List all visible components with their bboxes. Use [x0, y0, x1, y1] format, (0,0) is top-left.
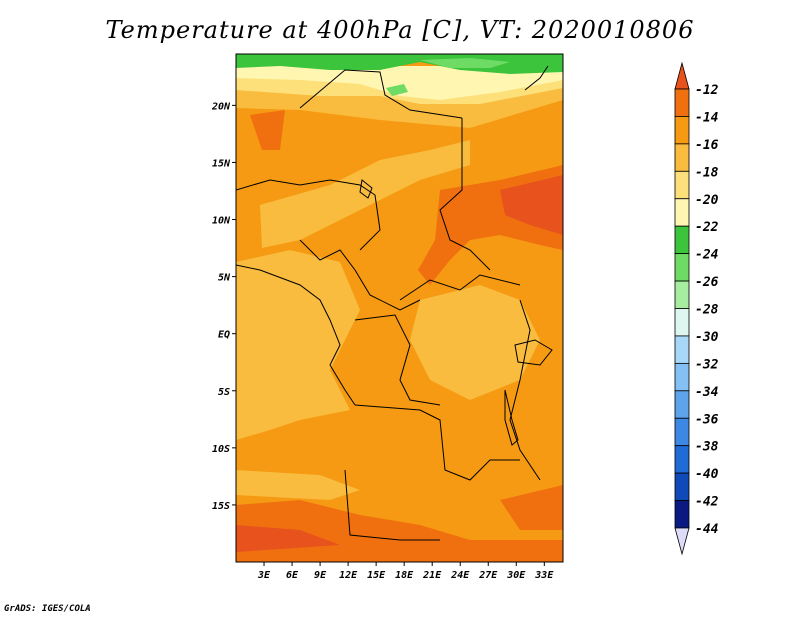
coastline-gulf-guinea	[236, 264, 356, 406]
border-nigeria	[299, 239, 421, 311]
field-dark-patch-west	[250, 110, 285, 150]
lat-tick-label: 10N	[212, 216, 231, 227]
colorbar-label: -30	[695, 330, 719, 345]
colorbar-label: -12	[695, 83, 719, 98]
border-east	[509, 299, 541, 481]
field-dark-patch-south	[236, 500, 563, 562]
lat-tick-label: 20N	[211, 101, 231, 112]
colorbar-under-arrow	[674, 527, 690, 556]
lat-axis: 20N 15N 10N 5N EQ 5S 10S 15S	[211, 101, 236, 512]
map-title: Temperature at 400hPa [C], VT: 202001080…	[105, 16, 695, 44]
colorbar-swatch	[674, 500, 690, 529]
colorbar-label: -16	[695, 138, 719, 153]
field-green-band	[236, 54, 563, 74]
lat-tick-label: 10S	[212, 444, 230, 455]
field-light-band-south	[236, 470, 360, 500]
colorbar: -12 -14 -16 -18 -20 -22 -24 -26 -28 -30 -32 -34 -36 -…	[674, 61, 719, 556]
colorbar-swatch	[674, 116, 690, 145]
colorbar-label: -32	[695, 357, 719, 372]
colorbar-swatch	[674, 417, 690, 447]
field-light-band-west	[236, 250, 360, 440]
colorbar-swatch	[674, 88, 690, 117]
lon-tick-label: 33E	[534, 570, 554, 581]
colorbar-label: -28	[695, 303, 719, 318]
lon-tick-label: 27E	[478, 570, 498, 581]
colorbar-over-arrow	[674, 61, 690, 90]
field-hot-core-south	[236, 525, 340, 552]
field-light-band-sahel	[260, 140, 470, 248]
lon-tick-label: 18E	[395, 570, 414, 581]
colorbar-label: -18	[695, 165, 719, 180]
colorbar-swatch	[674, 280, 690, 309]
temperature-field	[236, 54, 563, 562]
border-congo	[354, 314, 441, 406]
field-pale-band	[236, 66, 563, 100]
colorbar-swatch	[674, 308, 690, 337]
lon-tick-label: 6E	[286, 570, 299, 581]
colorbar-label: -20	[695, 193, 719, 208]
colorbar-swatch	[674, 143, 690, 172]
field-hot-core-east	[500, 175, 563, 235]
colorbar-label: -38	[695, 440, 719, 455]
lat-tick-label: 15S	[212, 501, 230, 512]
lon-tick-label: 12E	[339, 570, 358, 581]
red-sea-coast	[524, 65, 549, 91]
lon-tick-label: 21E	[422, 570, 442, 581]
colorbar-swatch	[674, 335, 690, 364]
border-niger	[236, 179, 381, 251]
lon-tick-label: 30E	[506, 570, 526, 581]
colorbar-swatch	[674, 253, 690, 282]
field-green-spot	[386, 84, 408, 96]
colorbar-label: -24	[695, 248, 719, 263]
lon-axis: 3E 6E 9E 12E 15E 18E 21E 24E 27E 30E 33E	[257, 562, 554, 581]
colorbar-swatch	[674, 362, 690, 392]
colorbar-label: -40	[695, 467, 719, 482]
colorbar-label: -34	[695, 385, 719, 400]
lon-tick-label: 3E	[257, 570, 271, 581]
colorbar-swatch	[674, 170, 690, 200]
map-frame	[235, 53, 564, 563]
border-car	[399, 274, 521, 301]
colorbar-label: -22	[695, 220, 719, 235]
colorbar-label: -36	[695, 412, 719, 427]
lon-tick-label: 15E	[367, 570, 386, 581]
lake-tanganyika	[504, 389, 519, 446]
field-dark-patch-se	[500, 485, 563, 530]
boundaries	[236, 65, 553, 541]
border-angola	[344, 469, 440, 541]
border-drc-south	[354, 404, 520, 481]
colorbar-swatch	[674, 445, 690, 474]
lat-tick-label: 5S	[218, 387, 230, 398]
colorbar-swatch	[674, 472, 690, 501]
colorbar-label: -26	[695, 275, 719, 290]
colorbar-swatch	[674, 390, 690, 419]
border-north-1	[299, 69, 463, 119]
lat-tick-label: EQ	[218, 330, 230, 341]
lake-victoria	[514, 339, 553, 366]
lon-tick-label: 24E	[450, 570, 470, 581]
colorbar-label: -42	[695, 495, 719, 510]
lake-chad	[359, 179, 373, 199]
lat-tick-label: 15N	[212, 158, 231, 169]
colorbar-swatch	[674, 225, 690, 255]
border-chad-libya	[439, 118, 491, 271]
lon-tick-label: 9E	[314, 570, 327, 581]
colorbar-label: -44	[695, 522, 719, 537]
colorbar-label: -14	[695, 110, 719, 125]
grads-credit: GrADS: IGES/COLA	[4, 604, 91, 614]
lat-tick-label: 5N	[218, 273, 231, 284]
colorbar-swatch	[674, 198, 690, 227]
field-light-band-central	[410, 285, 540, 400]
field-lightgreen-patch	[420, 58, 510, 68]
